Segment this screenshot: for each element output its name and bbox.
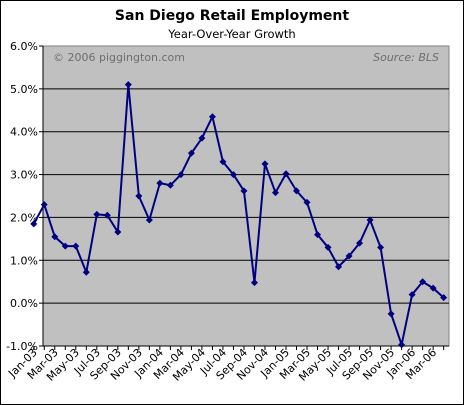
data-point [240, 187, 248, 195]
data-point [324, 243, 332, 251]
chart-title: San Diego Retail Employment [114, 8, 350, 24]
chart-subtitle: Year-Over-Year Growth [168, 27, 296, 41]
data-point [145, 216, 153, 224]
y-tick-label: 5.0% [10, 83, 38, 96]
data-point [440, 294, 448, 302]
data-point [51, 233, 59, 241]
data-point [40, 201, 48, 209]
data-point [261, 160, 269, 168]
y-tick-label: 2.0% [10, 211, 38, 224]
data-point [187, 149, 195, 157]
data-point [177, 171, 185, 179]
plot-area [42, 45, 450, 347]
data-point [398, 341, 406, 349]
y-tick-label: 1.0% [10, 254, 38, 267]
data-point [124, 81, 132, 89]
y-tick-label: -1.0% [6, 340, 38, 353]
gridlines [43, 88, 449, 304]
data-point [93, 210, 101, 218]
data-series [30, 81, 448, 349]
y-tick-label: 3.0% [10, 169, 38, 182]
data-point [156, 179, 164, 187]
data-point [387, 310, 395, 318]
data-point [219, 158, 227, 166]
data-point [250, 279, 258, 287]
data-point [366, 216, 374, 224]
data-point [166, 181, 174, 189]
data-point [208, 113, 216, 121]
data-point [103, 211, 111, 219]
data-point [271, 189, 279, 197]
y-axis: -1.0% 0.0% 1.0% 2.0% 3.0% 4.0% 5.0% 6.0% [6, 40, 44, 353]
data-point [30, 220, 38, 228]
data-point [419, 278, 427, 286]
data-point [377, 243, 385, 251]
data-point [72, 242, 80, 250]
data-point [282, 170, 290, 178]
series-line [32, 83, 445, 346]
data-point [82, 268, 90, 276]
data-point [303, 198, 311, 206]
data-point [229, 171, 237, 179]
data-point [429, 284, 437, 292]
data-point [135, 192, 143, 200]
data-point [314, 231, 322, 239]
data-point [408, 291, 416, 299]
data-point [356, 239, 364, 247]
y-tick-label: 4.0% [10, 126, 38, 139]
data-point [335, 263, 343, 271]
data-point [345, 252, 353, 260]
data-point [114, 228, 122, 236]
copyright-note: © 2006 piggington.com [53, 51, 185, 64]
y-tick-label: 0.0% [10, 297, 38, 310]
source-note: Source: BLS [373, 51, 439, 64]
data-point [198, 134, 206, 142]
x-axis: Jan-03Mar-03May-03Jul-03Sep-03Nov-03Jan-… [5, 345, 449, 384]
data-point [61, 242, 69, 250]
data-point [293, 187, 301, 195]
y-tick-label: 6.0% [10, 40, 38, 53]
